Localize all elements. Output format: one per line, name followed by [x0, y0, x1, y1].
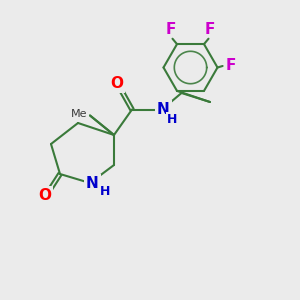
Text: N: N — [157, 102, 170, 117]
Text: H: H — [100, 185, 110, 198]
Text: Me: Me — [70, 109, 87, 119]
Text: F: F — [226, 58, 236, 74]
Text: O: O — [38, 188, 52, 202]
Text: F: F — [205, 22, 215, 37]
Text: F: F — [166, 22, 176, 37]
Text: H: H — [167, 112, 178, 126]
Text: N: N — [86, 176, 99, 190]
Text: O: O — [110, 76, 124, 92]
